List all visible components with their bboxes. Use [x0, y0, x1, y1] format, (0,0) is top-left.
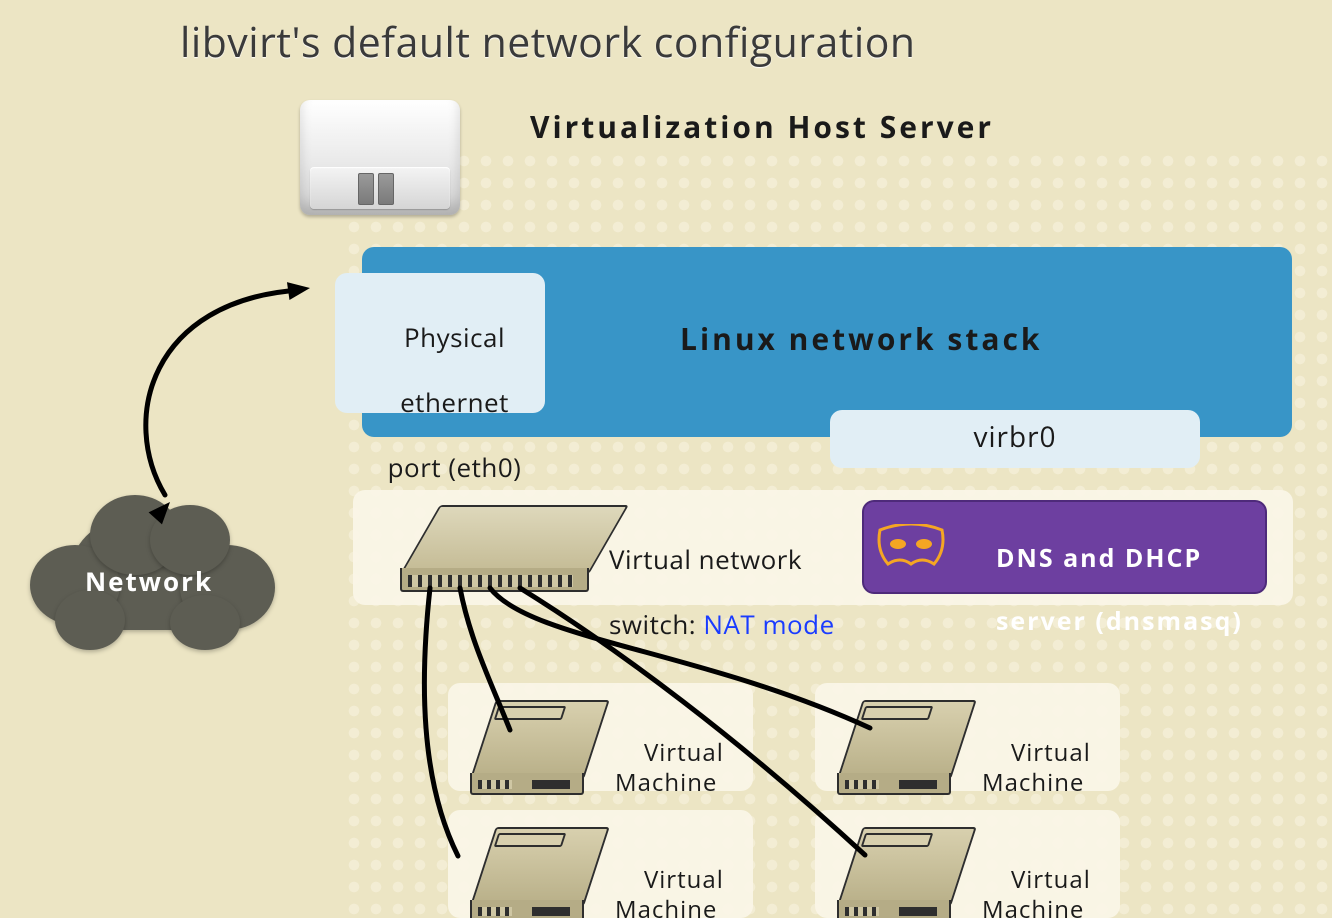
network-cloud-label: Network: [85, 563, 213, 599]
vswitch-label-line-2a: switch:: [609, 606, 703, 642]
vm-label-2: VirtualMachine: [615, 835, 724, 918]
vm-label-0: VirtualMachine: [615, 708, 724, 828]
vm-icon-2: [470, 827, 580, 902]
diagram-canvas: libvirt's default network configuration …: [0, 0, 1332, 918]
linux-stack-label: Linux network stack: [680, 320, 1043, 358]
edge-cloud-eth0: [146, 290, 300, 495]
network-cloud: Network: [30, 490, 270, 660]
eth0-label: Physical ethernet port (eth0): [335, 288, 545, 516]
eth0-label-line-2: ethernet: [400, 384, 509, 420]
dnsmasq-label-line-1: DNS and DHCP: [996, 541, 1202, 575]
mask-icon: [876, 524, 946, 569]
vm-label-1: VirtualMachine: [982, 708, 1091, 828]
host-label: Virtualization Host Server: [530, 108, 994, 146]
eth0-label-line-1: Physical: [404, 319, 505, 355]
vswitch-label-line-1: Virtual network: [609, 541, 802, 577]
dnsmasq-label: DNS and DHCP server (dnsmasq): [962, 512, 1243, 668]
virbr0-label: virbr0: [830, 420, 1200, 455]
eth0-label-line-3: port (eth0): [388, 449, 522, 485]
vm-label-3: VirtualMachine: [982, 835, 1091, 918]
arrowhead-eth0: [287, 279, 311, 300]
vswitch-label-nat: NAT mode: [703, 606, 834, 642]
dnsmasq-label-line-2: server (dnsmasq): [996, 604, 1243, 638]
diagram-title: libvirt's default network configuration: [180, 14, 916, 70]
server-icon: [300, 100, 460, 215]
vswitch-label: Virtual network switch: NAT mode: [580, 510, 835, 673]
vm-icon-0: [470, 700, 580, 775]
switch-icon: [400, 505, 585, 570]
vm-icon-3: [837, 827, 947, 902]
vm-icon-1: [837, 700, 947, 775]
